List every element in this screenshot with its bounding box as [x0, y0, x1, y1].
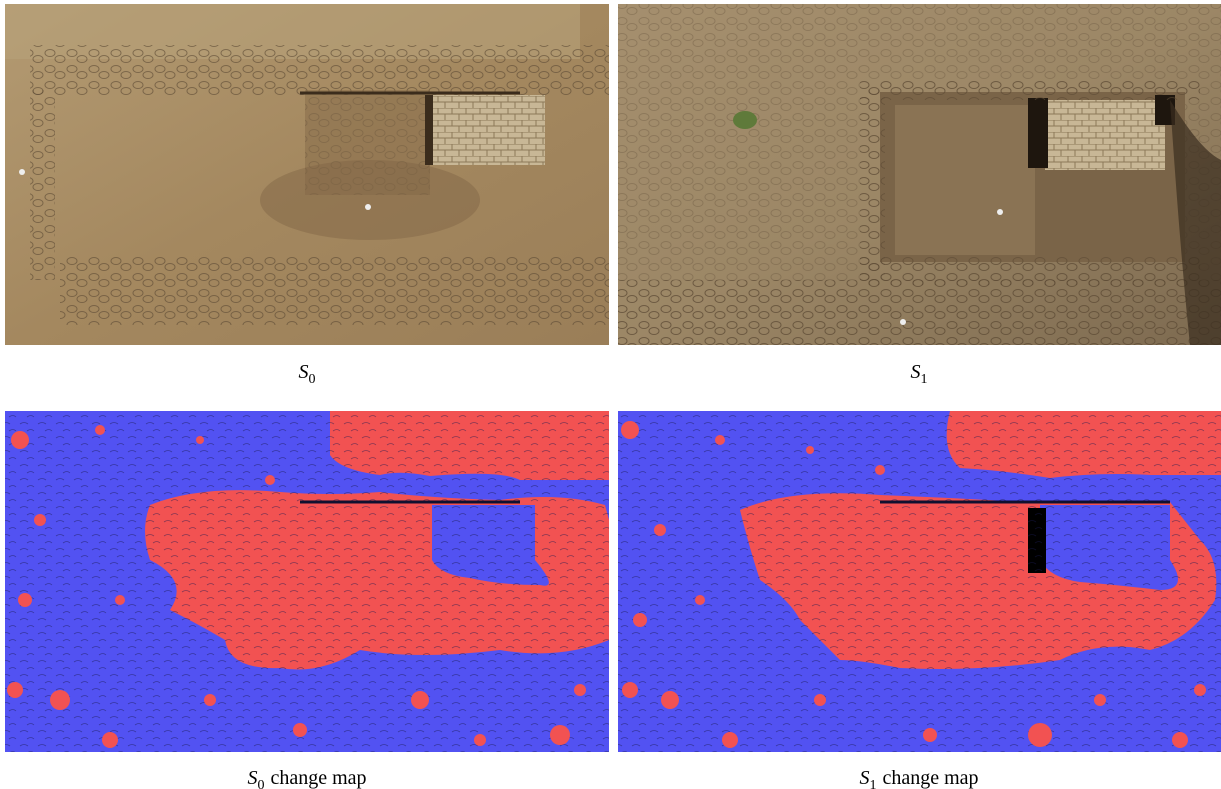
caption: S0 change map: [247, 767, 366, 789]
photo-s0: [5, 4, 610, 345]
caption: S1: [911, 361, 928, 387]
page: {"panels": [ {"symbol": "S", "subscript"…: [0, 0, 1221, 789]
caption-subscript: 1: [921, 372, 928, 387]
photo-s1: [618, 4, 1221, 345]
figure: S0 S1 S0change map S1change map: [0, 0, 1221, 789]
caption-symbol: S: [299, 361, 309, 383]
caption-subscript: 1: [869, 778, 876, 789]
caption-symbol: S: [247, 767, 257, 789]
caption-subscript: 0: [257, 778, 264, 789]
change-map-s0: [5, 411, 609, 752]
caption: S1 change map: [859, 767, 978, 789]
caption-symbol: S: [859, 767, 869, 789]
caption-subscript: 0: [309, 372, 316, 387]
caption-symbol: S: [911, 361, 921, 383]
caption-suffix: change map: [270, 767, 366, 789]
change-map-s1: [618, 411, 1221, 752]
caption-suffix: change map: [882, 767, 978, 789]
caption: S0: [299, 361, 316, 387]
